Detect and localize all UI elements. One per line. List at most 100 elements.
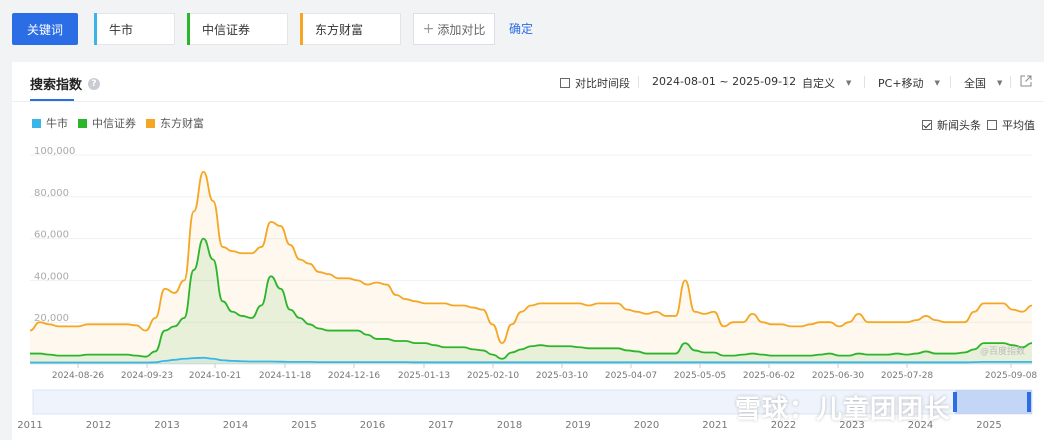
x-tick-label: 2025-07-28 <box>881 371 934 381</box>
y-tick-label: 100,000 <box>34 146 75 157</box>
x-tick-label: 2024-08-26 <box>52 371 105 381</box>
keyword-toolbar: 关键词 牛市 中信证券 东方财富 + 添加对比 确定 <box>0 0 1044 62</box>
year-tick-label: 2019 <box>565 420 590 431</box>
legend-item[interactable]: 东方财富 <box>146 115 204 131</box>
region-select[interactable]: 全国 ▼ <box>964 75 1002 91</box>
keyword-color-bar <box>300 13 303 45</box>
device-select[interactable]: PC+移动 ▼ <box>878 75 940 91</box>
custom-select[interactable]: 自定义 ▼ <box>802 75 851 91</box>
device-label: PC+移动 <box>878 77 924 90</box>
year-tick-label: 2025 <box>976 420 1001 431</box>
keyword-chip-3[interactable]: 东方财富 <box>300 13 401 45</box>
keyword-color-bar <box>187 13 190 45</box>
year-tick-label: 2018 <box>497 420 522 431</box>
legend-item[interactable]: 中信证券 <box>78 115 136 131</box>
compare-period-checkbox[interactable] <box>560 78 570 88</box>
confirm-link[interactable]: 确定 <box>509 22 534 36</box>
x-tick-label: 2025-03-10 <box>536 371 589 381</box>
plus-icon: + <box>422 21 435 37</box>
slider-right-handle[interactable] <box>1027 392 1031 412</box>
year-tick-label: 2012 <box>86 420 111 431</box>
keyword-chip-1[interactable]: 牛市 <box>94 13 175 45</box>
year-tick-label: 2014 <box>223 420 248 431</box>
news-headline-toggle[interactable]: 新闻头条 <box>922 117 981 133</box>
series-lines <box>29 170 1033 364</box>
year-tick-label: 2024 <box>908 420 933 431</box>
keyword-label: 牛市 <box>109 22 134 37</box>
x-tick-label: 2025-09-08 <box>985 371 1038 381</box>
add-compare-button[interactable]: + 添加对比 <box>413 13 495 45</box>
year-tick-label: 2023 <box>839 420 864 431</box>
x-tick-label: 2025-02-10 <box>467 371 520 381</box>
year-tick-label: 2015 <box>291 420 316 431</box>
compare-period-label: 对比时间段 <box>575 77 630 90</box>
overview-slider[interactable] <box>32 389 1033 415</box>
date-range-picker[interactable]: 2024-08-01 ~ 2025-09-12 <box>652 75 796 88</box>
legend-item[interactable]: 牛市 <box>32 115 68 131</box>
y-tick-label: 80,000 <box>34 188 69 199</box>
year-tick-label: 2017 <box>428 420 453 431</box>
x-tick-label: 2024-10-21 <box>189 371 241 381</box>
legend-swatch <box>32 118 41 128</box>
date-range-label: 2024-08-01 ~ 2025-09-12 <box>652 75 797 88</box>
xueqiu-watermark: 雪球：儿童团团长 <box>735 395 952 425</box>
news-headline-label: 新闻头条 <box>937 119 981 132</box>
baidu-index-watermark: @百度指数 <box>980 345 1025 357</box>
keyword-button[interactable]: 关键词 <box>12 13 78 45</box>
x-tick-label: 2024-12-16 <box>328 371 381 381</box>
share-icon[interactable] <box>1020 75 1032 87</box>
chart-legend: 牛市 中信证券 东方财富 <box>32 115 204 131</box>
year-tick-label: 2013 <box>154 420 179 431</box>
keyword-chip-2[interactable]: 中信证券 <box>187 13 288 45</box>
overview-year-axis: 2011 2012 2013 2014 2015 2016 2017 2018 2019 2020… <box>17 420 1001 431</box>
x-tick-label: 2025-04-07 <box>605 371 657 381</box>
legend-label: 东方财富 <box>160 117 204 130</box>
help-icon[interactable]: ? <box>88 77 101 90</box>
tab-label: 搜索指数 <box>30 78 83 93</box>
x-tick-label: 2025-01-13 <box>398 371 450 381</box>
year-tick-label: 2011 <box>17 420 42 431</box>
caret-down-icon: ▼ <box>997 79 1003 87</box>
average-toggle[interactable]: 平均值 <box>987 117 1035 133</box>
search-index-panel: 搜索指数 ? 对比时间段 2024-08-01 ~ 2025-09-12 自定义… <box>12 62 1044 440</box>
tab-underline <box>30 99 74 101</box>
separator <box>950 76 951 88</box>
series-area <box>30 171 1032 364</box>
y-tick-label: 40,000 <box>34 271 69 282</box>
legend-swatch <box>78 118 87 128</box>
slider-left-handle[interactable] <box>953 392 957 412</box>
series-line <box>29 356 1032 364</box>
x-tick-label: 2025-06-02 <box>743 371 795 381</box>
compare-period-toggle[interactable]: 对比时间段 <box>560 75 630 91</box>
separator <box>864 76 865 88</box>
caret-down-icon: ▼ <box>934 79 940 87</box>
separator <box>787 76 788 88</box>
y-tick-label: 60,000 <box>34 230 69 241</box>
chart-grid <box>30 154 1032 365</box>
header-divider <box>12 101 1044 102</box>
caret-down-icon: ▼ <box>846 79 852 87</box>
keyword-label: 中信证券 <box>202 22 251 37</box>
x-tick-label: 2025-05-05 <box>674 371 726 381</box>
y-axis: 100,000 80,000 60,000 40,000 20,000 <box>34 146 75 324</box>
legend-swatch <box>146 118 155 128</box>
external-link-icon <box>1020 75 1032 87</box>
average-checkbox[interactable] <box>987 120 997 130</box>
year-tick-label: 2016 <box>360 420 385 431</box>
overview-selection[interactable] <box>955 390 1032 414</box>
year-tick-label: 2022 <box>771 420 796 431</box>
separator <box>1010 76 1011 88</box>
x-axis: 2024-08-26 2024-09-23 2024-10-21 2024-11-18… <box>52 364 1038 381</box>
series-line <box>29 170 1033 345</box>
series-area <box>30 238 1032 364</box>
add-compare-label: 添加对比 <box>437 22 486 37</box>
x-tick-label: 2024-09-23 <box>121 371 173 381</box>
tab-search-index[interactable]: 搜索指数 ? <box>30 74 101 93</box>
news-headline-checkbox[interactable] <box>922 120 932 130</box>
y-tick-label: 20,000 <box>34 313 69 324</box>
year-tick-label: 2020 <box>634 420 659 431</box>
custom-label: 自定义 <box>802 77 835 90</box>
keyword-color-bar <box>94 13 97 45</box>
series-line <box>30 237 1033 360</box>
